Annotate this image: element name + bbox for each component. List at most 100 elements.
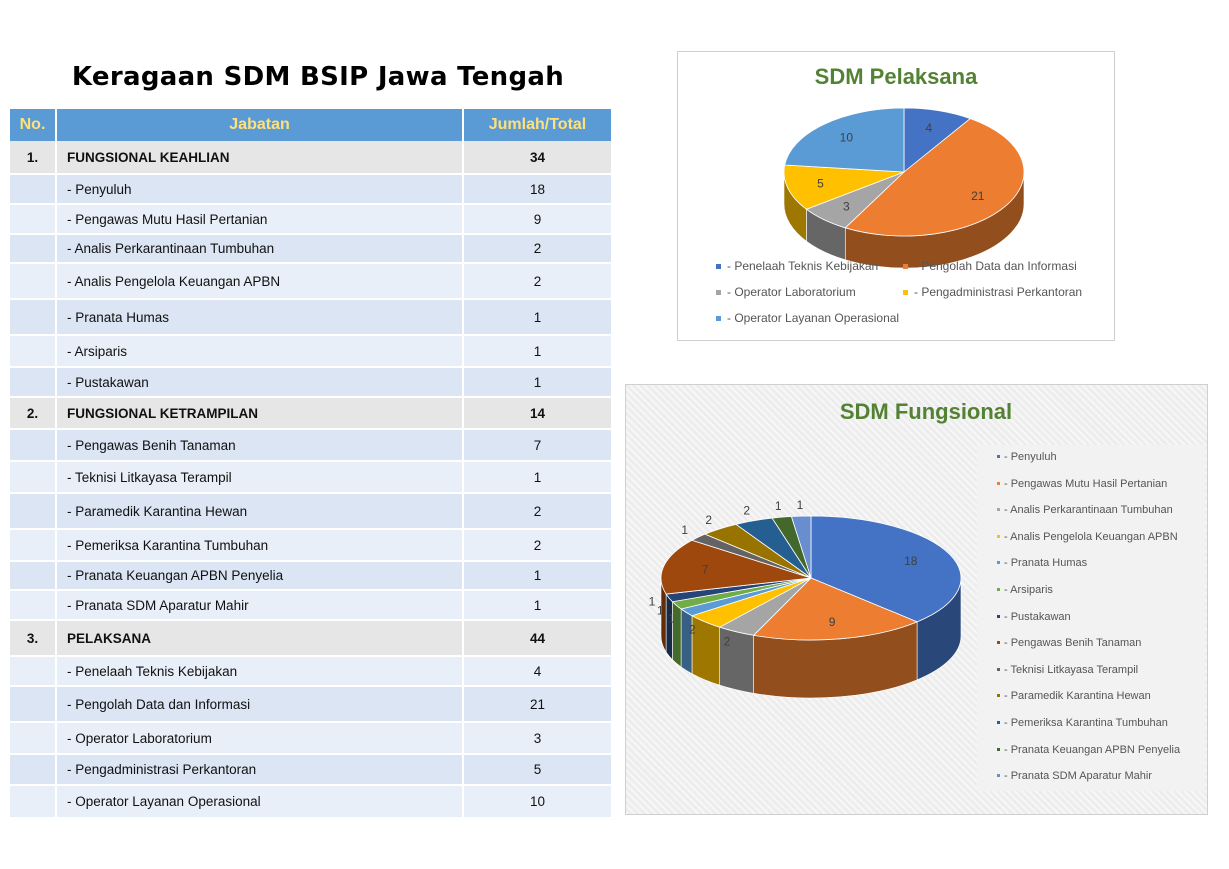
row-total: 21 [464, 687, 611, 723]
legend-item: - Pranata Keuangan APBN Penyelia [977, 744, 1205, 770]
pie-slice [790, 515, 812, 579]
row-no [10, 562, 57, 591]
table-group-row: 3. PELAKSANA 44 [10, 621, 611, 657]
pie-sides [660, 577, 962, 699]
group-total: 34 [464, 141, 611, 175]
fungsional-chart: SDM Fungsional 18 9 2 2 1 1 1 7 1 2 2 1 1 - Penyuluh… [625, 384, 1208, 815]
row-name: - Pengawas Benih Tanaman [57, 430, 464, 462]
legend-item: - Pengawas Benih Tanaman [977, 637, 1205, 663]
row-name: - Pustakawan [57, 368, 464, 398]
pelaksana-pie-svg: 4 21 3 5 10 - Penelaah Teknis Kebijakan - Peng… [716, 107, 1082, 325]
row-total: 2 [464, 530, 611, 562]
pie-data-label: 9 [829, 615, 836, 629]
pie-data-label: 2 [743, 503, 750, 517]
legend-item: - Pengawas Mutu Hasil Pertanian [977, 478, 1205, 504]
legend-label: - Pengawas Mutu Hasil Pertanian [1004, 477, 1168, 490]
row-total: 1 [464, 368, 611, 398]
row-total: 10 [464, 786, 611, 819]
legend-swatch [903, 290, 908, 295]
row-total: 1 [464, 462, 611, 494]
group-total: 44 [464, 621, 611, 657]
group-no: 1. [10, 141, 57, 175]
pie-slice [752, 577, 919, 641]
pie-slice [784, 107, 905, 173]
legend-label: - Arsiparis [1004, 584, 1053, 596]
pie-data-label: 4 [926, 121, 933, 135]
legend: - Penelaah Teknis Kebijakan - Pengolah Da… [716, 259, 1082, 325]
header-jabatan: Jabatan [57, 109, 464, 141]
legend-item: - Arsiparis [977, 584, 1205, 610]
row-total: 9 [464, 205, 611, 235]
legend-swatch [997, 747, 1000, 751]
table-row: - Arsiparis 1 [10, 336, 611, 368]
pie-data-label: 1 [681, 523, 688, 537]
legend-item: - Pranata SDM Aparatur Mahir [977, 770, 1205, 796]
row-no [10, 264, 57, 300]
pie-data-label: 3 [843, 199, 850, 213]
row-name: - Penyuluh [57, 175, 464, 205]
legend-swatch [997, 641, 1000, 645]
pie-data-label: 18 [904, 554, 918, 568]
row-name: - Pemeriksa Karantina Tumbuhan [57, 530, 464, 562]
legend-label: - Pranata Keuangan APBN Penyelia [1004, 743, 1181, 756]
pie-sides [783, 171, 1025, 269]
legend-label: - Pengawas Benih Tanaman [1004, 637, 1142, 650]
legend: - Penyuluh - Pengawas Mutu Hasil Pertania… [977, 445, 1205, 791]
row-no [10, 336, 57, 368]
legend-item: - Penyuluh [977, 451, 1205, 477]
legend-item: - Operator Laboratorium [727, 285, 856, 299]
pie-slice-side [665, 593, 673, 661]
pie-data-label: 1 [649, 595, 656, 609]
table-row: - Teknisi Litkayasa Terampil 1 [10, 462, 611, 494]
chart-title: SDM Pelaksana [814, 64, 978, 89]
legend-item: - Teknisi Litkayasa Terampil [977, 664, 1205, 690]
pie-slice-side [680, 608, 693, 675]
pie-slice [844, 118, 1025, 237]
row-name: - Arsiparis [57, 336, 464, 368]
legend-item: - Analis Pengelola Keuangan APBN [977, 531, 1205, 557]
table-row: - Pustakawan 1 [10, 368, 611, 398]
table-row: - Pranata Humas 1 [10, 300, 611, 336]
row-no [10, 786, 57, 819]
pie-data-label: 1 [657, 603, 664, 617]
row-total: 2 [464, 235, 611, 264]
legend-swatch [716, 264, 721, 269]
legend-swatch [997, 588, 1000, 592]
pie-data-label: 7 [702, 562, 709, 576]
row-total: 2 [464, 264, 611, 300]
row-name: - Teknisi Litkayasa Terampil [57, 462, 464, 494]
table-row: - Pemeriksa Karantina Tumbuhan 2 [10, 530, 611, 562]
row-total: 1 [464, 562, 611, 591]
legend-label: - Teknisi Litkayasa Terampil [1004, 663, 1139, 676]
row-no [10, 755, 57, 786]
row-no [10, 591, 57, 621]
legend-item: - Analis Perkarantinaan Tumbuhan [977, 504, 1205, 530]
page-title: Keragaan SDM BSIP Jawa Tengah [71, 62, 565, 92]
table-row: - Analis Pengelola Keuangan APBN 2 [10, 264, 611, 300]
table-row: - Penelaah Teknis Kebijakan 4 [10, 657, 611, 687]
row-name: - Pengolah Data dan Informasi [57, 687, 464, 723]
row-name: - Analis Pengelola Keuangan APBN [57, 264, 464, 300]
legend-swatch [997, 667, 1000, 671]
legend-label: - Pranata Humas [1004, 557, 1088, 570]
pie-data-label: 1 [797, 498, 804, 512]
row-no [10, 205, 57, 235]
pie-data-label: 10 [840, 131, 854, 145]
pie-tops [783, 107, 1025, 237]
row-no [10, 723, 57, 755]
legend-item: - Operator Layanan Operasional [727, 311, 899, 325]
table-row: - Pengawas Benih Tanaman 7 [10, 430, 611, 462]
group-no: 2. [10, 398, 57, 430]
legend-label: - Pranata SDM Aparatur Mahir [1004, 770, 1152, 783]
legend-label: - Paramedik Karantina Hewan [1004, 690, 1151, 703]
row-name: - Pranata Humas [57, 300, 464, 336]
row-total: 1 [464, 300, 611, 336]
row-total: 18 [464, 175, 611, 205]
group-name: FUNGSIONAL KETRAMPILAN [57, 398, 464, 430]
legend-swatch [997, 481, 1000, 485]
row-name: - Penelaah Teknis Kebijakan [57, 657, 464, 687]
pie-data-label: 1 [775, 499, 782, 513]
legend-swatch [997, 774, 1000, 778]
